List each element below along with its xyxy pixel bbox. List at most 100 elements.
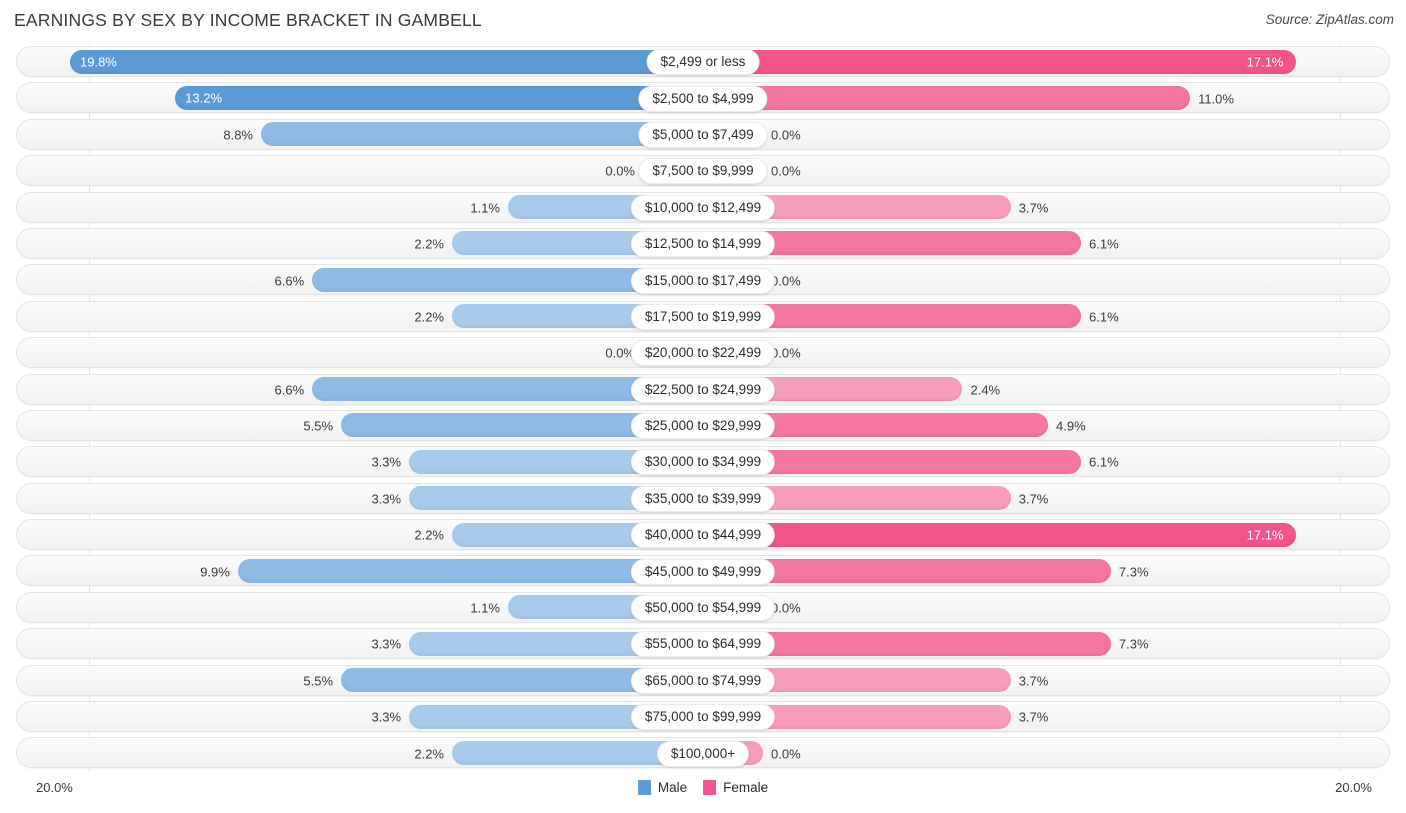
gridline-left <box>89 44 90 772</box>
bar-value-female: 0.0% <box>771 345 801 361</box>
bar-value-female: 7.3% <box>1118 636 1149 652</box>
bar-value-male: 8.8% <box>223 127 253 143</box>
chart-row: 3.3% 6.1% $30,000 to $34,999 <box>0 444 1406 480</box>
chart-row: 8.8% 0.0% $5,000 to $7,499 <box>0 117 1406 153</box>
category-label: $15,000 to $17,499 <box>630 267 776 294</box>
bar-female[interactable]: 17.1% <box>703 522 1296 547</box>
bar-value-male: 9.9% <box>200 564 230 580</box>
category-label: $45,000 to $49,999 <box>630 558 776 585</box>
category-label: $17,500 to $19,999 <box>630 303 776 330</box>
chart-row: 2.2% 17.1% $40,000 to $44,999 <box>0 517 1406 553</box>
category-label: $65,000 to $74,999 <box>630 667 776 694</box>
category-label: $25,000 to $29,999 <box>630 413 776 440</box>
bar-value-female: 6.1% <box>1089 454 1119 470</box>
chart-row: 5.5% 4.9% $25,000 to $29,999 <box>0 408 1406 444</box>
bar-value-male: 5.5% <box>303 673 334 689</box>
chart-row: 2.2% 6.1% $12,500 to $14,999 <box>0 226 1406 262</box>
bar-value-female: 2.4% <box>970 382 1001 398</box>
chart-rows: 19.8% 17.1% $2,499 or less 13.2% 11.0% $2,500… <box>0 44 1406 772</box>
legend-item-female[interactable]: Female <box>703 779 769 795</box>
chart-footer: 20.0% Male Female 20.0% <box>0 772 1406 808</box>
chart-row: 5.5% 3.7% $65,000 to $74,999 <box>0 663 1406 699</box>
bar-value-male: 1.1% <box>470 600 500 616</box>
category-label: $40,000 to $44,999 <box>630 522 776 549</box>
category-label: $35,000 to $39,999 <box>630 485 776 512</box>
chart-row: 9.9% 7.3% $45,000 to $49,999 <box>0 553 1406 589</box>
bar-value-male: 0.0% <box>605 345 635 361</box>
bar-value-male: 6.6% <box>274 382 305 398</box>
category-label: $12,500 to $14,999 <box>630 231 776 258</box>
bar-value-female: 3.7% <box>1018 673 1049 689</box>
chart-row: 6.6% 2.4% $22,500 to $24,999 <box>0 372 1406 408</box>
chart-row: 0.0% 0.0% $20,000 to $22,499 <box>0 335 1406 371</box>
bar-male[interactable] <box>261 122 703 147</box>
chart-row: 1.1% 3.7% $10,000 to $12,499 <box>0 190 1406 226</box>
category-label: $100,000+ <box>656 740 750 767</box>
bar-value-female: 0.0% <box>771 600 801 616</box>
bar-value-male: 1.1% <box>470 200 500 216</box>
bar-value-female: 7.3% <box>1118 564 1149 580</box>
bar-value-male: 3.3% <box>371 491 402 507</box>
chart-row: 3.3% 3.7% $75,000 to $99,999 <box>0 699 1406 735</box>
legend-label-male: Male <box>657 779 688 795</box>
bar-female[interactable] <box>703 85 1191 110</box>
chart-row: 6.6% 0.0% $15,000 to $17,499 <box>0 262 1406 298</box>
bar-value-male: 2.2% <box>414 309 444 325</box>
legend-label-female: Female <box>723 779 769 795</box>
category-label: $10,000 to $12,499 <box>630 194 776 221</box>
category-label: $2,499 or less <box>646 49 760 76</box>
bar-value-female: 17.1% <box>1246 527 1284 543</box>
bar-value-male: 2.2% <box>414 236 444 252</box>
bar-value-female: 11.0% <box>1198 91 1234 107</box>
bar-value-female: 0.0% <box>771 273 801 289</box>
source-attribution: Source: ZipAtlas.com <box>1265 12 1394 27</box>
category-label: $75,000 to $99,999 <box>630 704 776 731</box>
legend-item-male[interactable]: Male <box>637 779 688 795</box>
category-label: $20,000 to $22,499 <box>630 340 776 367</box>
category-label: $22,500 to $24,999 <box>630 376 776 403</box>
chart-row: 3.3% 3.7% $35,000 to $39,999 <box>0 481 1406 517</box>
bar-value-female: 17.1% <box>1246 54 1284 69</box>
bar-value-male: 19.8% <box>80 54 117 69</box>
category-label: $30,000 to $34,999 <box>630 449 776 476</box>
legend-swatch-male-icon <box>637 779 651 795</box>
bar-value-male: 0.0% <box>605 163 635 179</box>
bar-male[interactable]: 13.2% <box>175 85 703 110</box>
chart-row: 19.8% 17.1% $2,499 or less <box>0 44 1406 80</box>
bar-value-male: 2.2% <box>414 527 444 543</box>
bar-male[interactable]: 19.8% <box>70 49 703 74</box>
bar-value-female: 0.0% <box>771 746 801 762</box>
legend-swatch-female-icon <box>703 779 717 795</box>
chart-row: 1.1% 0.0% $50,000 to $54,999 <box>0 590 1406 626</box>
bar-value-male: 3.3% <box>371 709 402 725</box>
chart-plot-area: 19.8% 17.1% $2,499 or less 13.2% 11.0% $2,500… <box>0 44 1406 772</box>
bar-value-male: 6.6% <box>274 273 305 289</box>
axis-label-left: 20.0% <box>36 779 73 795</box>
chart-header: EARNINGS BY SEX BY INCOME BRACKET IN GAM… <box>0 0 1406 44</box>
bar-value-female: 4.9% <box>1056 418 1086 434</box>
bar-male[interactable] <box>237 558 703 583</box>
category-label: $2,500 to $4,999 <box>638 85 768 112</box>
chart-row: 2.2% 6.1% $17,500 to $19,999 <box>0 299 1406 335</box>
chart-row: 3.3% 7.3% $55,000 to $64,999 <box>0 626 1406 662</box>
chart-legend: Male Female <box>0 779 1406 795</box>
bar-value-female: 3.7% <box>1018 709 1049 725</box>
page-title: EARNINGS BY SEX BY INCOME BRACKET IN GAM… <box>14 10 482 30</box>
category-label: $50,000 to $54,999 <box>630 595 776 622</box>
chart-row: 0.0% 0.0% $7,500 to $9,999 <box>0 153 1406 189</box>
bar-value-female: 3.7% <box>1018 200 1049 216</box>
bar-value-male: 2.2% <box>414 746 444 762</box>
axis-label-right: 20.0% <box>1335 779 1372 795</box>
bar-female[interactable]: 17.1% <box>703 49 1296 74</box>
bar-value-female: 0.0% <box>771 127 801 143</box>
bar-value-female: 6.1% <box>1089 236 1119 252</box>
category-label: $7,500 to $9,999 <box>638 158 768 185</box>
category-label: $55,000 to $64,999 <box>630 631 776 658</box>
gridline-right <box>1340 44 1341 772</box>
bar-value-female: 6.1% <box>1089 309 1119 325</box>
bar-value-female: 3.7% <box>1018 491 1049 507</box>
bar-value-female: 0.0% <box>771 163 801 179</box>
bar-value-male: 3.3% <box>371 636 402 652</box>
bar-value-male: 3.3% <box>371 454 402 470</box>
bar-value-male: 13.2% <box>185 90 223 106</box>
